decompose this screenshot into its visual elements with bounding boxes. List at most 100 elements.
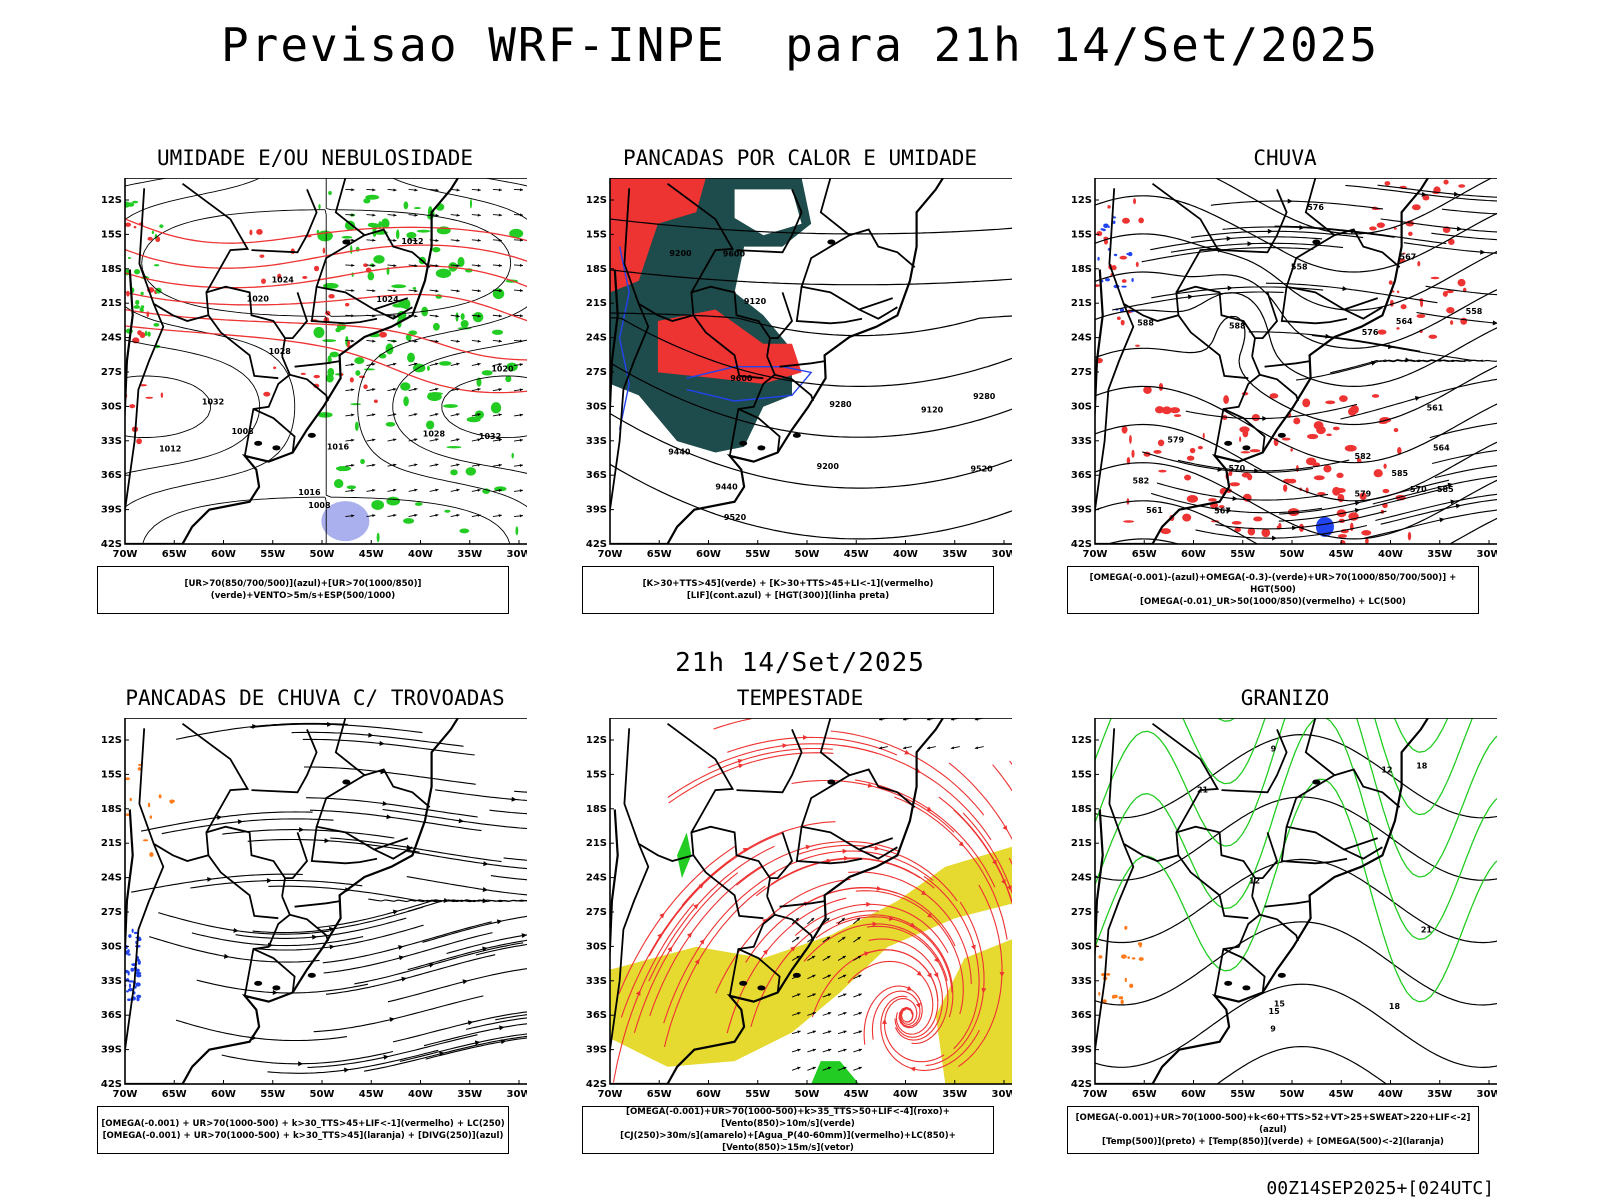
streamline [250,723,423,734]
lat-tick-label: 42S [101,1079,122,1090]
streamline [1177,459,1350,472]
lon-tick-label: 40W [408,549,433,560]
ur-verde [322,339,337,343]
chuva-vermelho [1281,437,1291,441]
chuva-vermelho [1393,227,1397,230]
chuva-vermelho [1129,434,1132,444]
coastline [610,718,945,1084]
streamline [446,934,527,955]
panel-legend: [OMEGA(-0.001)+UR>70(1000-500)+k<60+TTS>… [1067,1106,1479,1154]
streamline [1222,226,1395,238]
streamline [196,979,369,994]
ur-verde [444,509,451,513]
border [285,832,309,880]
lon-tick-label: 55W [1230,549,1255,560]
lake [1242,985,1251,991]
border [181,722,250,833]
streamline [1278,487,1449,522]
streamline [423,1023,527,1047]
chuva-vermelho [1430,276,1440,280]
lat-tick-label: 18S [101,804,122,815]
lat-tick-label: 39S [1071,1045,1092,1056]
esp-vermelho [145,396,154,399]
streamline [948,762,1012,841]
ur-verde [316,229,320,234]
contour-label: 1012 [159,444,181,453]
streamline [407,939,527,971]
divg-azul [127,970,130,976]
esp-vermelho [263,391,271,397]
streamline [175,1019,347,1042]
lat-tick-label: 42S [586,1079,607,1090]
lat-tick-label: 30S [1071,401,1092,412]
streamline [893,796,1008,940]
contour-label: 567 [1400,253,1417,262]
contour-label: 564 [1396,317,1413,326]
chuva-vermelho [1135,344,1140,347]
chuva-azul [1107,225,1110,228]
esp-vermelho [129,404,136,409]
divg-azul [126,990,129,993]
legend-line-1: [K>30+TTS>45](verde) + [K>30+TTS>45+LI<-… [642,579,934,589]
lat-tick-label: 15S [586,229,607,240]
lon-tick-label: 30W [1477,1089,1497,1100]
esp-vermelho [273,366,277,370]
lon-tick-label: 35W [457,549,482,560]
panel-legend: [UR>70(850/700/500)](azul)+[UR>70(1000/8… [97,566,509,614]
lake [307,432,316,438]
laranja [147,802,151,808]
streamline [514,790,527,793]
divg-azul [135,982,141,987]
contour-label: 579 [1355,490,1372,499]
streamline [803,923,948,982]
chuva-vermelho [1131,449,1135,458]
chuva-vermelho [1197,445,1203,450]
chuva-vermelho [1306,433,1319,440]
lat-tick-label: 27S [1071,367,1092,378]
lake [1277,972,1286,978]
fill-vermelho-instab [657,309,802,384]
ur-verde [403,517,415,524]
chuva-vermelho [1228,470,1233,477]
ur-verde [378,221,382,230]
legend-line-1: [OMEGA(-0.001)-(azul)+OMEGA(-0.3)-(verde… [1089,573,1457,595]
lon-tick-label: 50W [795,1089,820,1100]
lon-tick-label: 50W [795,549,820,560]
lat-tick-label: 18S [1071,264,1092,275]
border [1095,843,1135,1057]
contour-label: 9120 [921,405,944,414]
streamline [317,899,487,929]
laranja [169,799,175,803]
ur-verde [459,528,470,534]
streamline [830,730,985,816]
border [849,768,916,808]
chuva-vermelho [1450,320,1454,325]
border [1343,306,1383,320]
ur-verde [140,291,144,296]
chuva-vermelho [1356,458,1362,463]
lat-tick-label: 27S [586,907,607,918]
border [1221,729,1288,794]
chuva-vermelho [1240,451,1251,454]
legend-line-2: [Temp(500)](preto) + [Temp(850)](verde) … [1102,1137,1444,1147]
lat-tick-label: 21S [1071,298,1092,309]
lat-tick-label: 21S [101,838,122,849]
streamline [267,1049,439,1074]
streamline [755,858,921,897]
border [779,900,826,908]
lat-tick-label: 12S [586,735,607,746]
lif-contour [618,246,630,430]
streamline [323,932,493,974]
border [1108,728,1179,862]
streamline [1150,492,1322,514]
lake [757,445,766,451]
esp-vermelho [259,254,265,258]
map-frame [609,178,1012,545]
chuva-vermelho [1400,304,1407,310]
chuva-vermelho [1096,230,1103,237]
ur-verde [329,351,339,358]
contour-label: 9 [1271,745,1277,754]
ur-verde [494,486,507,492]
